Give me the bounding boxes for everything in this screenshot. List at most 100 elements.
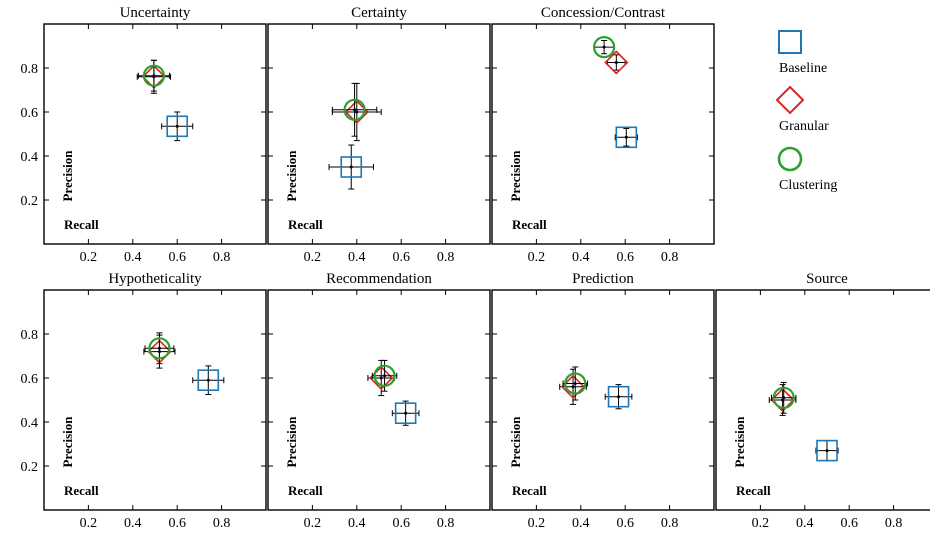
data-point-granular [604, 50, 629, 75]
center-dot [571, 385, 575, 389]
y-tick-label: 0.4 [21, 150, 39, 165]
center-dot [349, 165, 353, 169]
x-axis-label: Recall [512, 217, 547, 232]
legend-label: Clustering [779, 178, 837, 193]
x-tick-label: 0.2 [528, 250, 546, 265]
center-dot [614, 61, 618, 64]
circle-marker [148, 337, 171, 360]
square-marker [197, 369, 220, 392]
data-point-clustering [137, 59, 170, 92]
data-point-clustering [593, 35, 616, 59]
x-tick-label: 0.4 [124, 250, 142, 265]
data-point-baseline [815, 439, 839, 462]
x-tick-label: 0.6 [392, 516, 410, 531]
legend: Baseline Granular Clustering [775, 30, 837, 193]
subplot-title: Concession/Contrast [541, 5, 666, 21]
subplot-hypotheticality: Hypotheticality 0.2 0.4 0.6 0.8 0.2 0.4 0.6 0.8 R… [21, 271, 267, 531]
y-axis-label: Precision [508, 416, 523, 468]
x-tick-label: 0.2 [304, 250, 322, 265]
x-tick-label: 0.8 [437, 516, 455, 531]
y-tick-label: 0.6 [21, 372, 39, 387]
diamond-marker [604, 50, 629, 75]
y-tick-label: 0.6 [21, 106, 39, 121]
x-tick-label: 0.4 [796, 516, 814, 531]
plot-frame [267, 289, 491, 511]
center-dot [573, 382, 577, 385]
x-tick-label: 0.8 [885, 516, 903, 531]
x-tick-label: 0.4 [572, 516, 590, 531]
legend-diamond-marker [775, 85, 805, 115]
circle-marker [142, 64, 165, 87]
data-point-clustering [771, 381, 797, 414]
data-point-baseline [192, 365, 225, 395]
data-point-baseline [604, 384, 633, 410]
data-point-baseline [328, 144, 374, 190]
data-point-baseline [391, 400, 420, 426]
subplot-recommendation: Recommendation 0.2 0.4 0.6 0.8 Recall Precisio… [267, 271, 491, 531]
data-point-granular [331, 82, 382, 142]
center-dot [602, 45, 606, 49]
legend-item-baseline: Baseline [778, 30, 827, 76]
x-tick-label: 0.2 [80, 516, 98, 531]
subplot-title: Uncertainty [120, 5, 191, 21]
data-point-clustering [331, 82, 378, 137]
x-tick-label: 0.4 [348, 516, 366, 531]
center-dot [157, 346, 161, 350]
square-marker [607, 385, 630, 408]
x-tick-label: 0.6 [616, 516, 634, 531]
diamond-marker [770, 387, 795, 413]
circle-marker [564, 372, 587, 395]
legend-square-marker [778, 30, 802, 54]
square-marker [166, 115, 188, 138]
subplot-concession-contrast: Concession/Contrast 0.2 0.4 0.6 0.8 Recall Pre… [491, 5, 715, 265]
y-axis-label: Precision [60, 150, 75, 202]
center-dot [404, 411, 408, 415]
center-dot [782, 396, 786, 400]
center-dot [206, 378, 210, 382]
plot-frame [491, 289, 715, 511]
x-tick-label: 0.6 [392, 250, 410, 265]
y-axis-label: Precision [284, 416, 299, 468]
x-axis-label: Recall [512, 483, 547, 498]
y-axis-label: Precision [284, 150, 299, 202]
center-dot [152, 74, 156, 78]
x-tick-label: 0.4 [348, 250, 366, 265]
square-marker [816, 439, 838, 462]
x-tick-label: 0.6 [168, 516, 186, 531]
data-point-clustering [371, 359, 398, 392]
plot-frame [43, 23, 267, 245]
x-tick-label: 0.2 [752, 516, 770, 531]
center-dot [383, 374, 387, 378]
x-tick-label: 0.4 [572, 250, 590, 265]
y-axis-label: Precision [732, 416, 747, 468]
subplot-title: Recommendation [326, 271, 432, 287]
circle-marker [772, 386, 795, 409]
center-dot [624, 135, 628, 139]
legend-item-granular: Granular [775, 85, 829, 134]
center-dot [353, 108, 357, 112]
center-dot [825, 449, 829, 453]
y-axis-label: Precision [60, 416, 75, 468]
data-point-baseline [614, 126, 638, 149]
subplot-uncertainty: Uncertainty 0.2 0.4 0.6 0.8 0.2 0.4 0.6 0.8 Recal… [21, 5, 267, 265]
legend-label: Baseline [779, 61, 827, 76]
plot-frame [491, 23, 715, 245]
x-axis-label: Recall [736, 483, 771, 498]
center-dot [175, 124, 179, 128]
legend-circle-marker [777, 146, 803, 172]
legend-item-clustering: Clustering [777, 146, 837, 193]
y-tick-label: 0.8 [21, 328, 39, 343]
x-axis-label: Recall [64, 217, 99, 232]
x-axis-label: Recall [288, 217, 323, 232]
data-point-clustering [144, 332, 175, 365]
x-tick-label: 0.8 [213, 250, 231, 265]
x-axis-label: Recall [64, 483, 99, 498]
x-tick-label: 0.2 [304, 516, 322, 531]
x-tick-label: 0.6 [168, 250, 186, 265]
x-tick-label: 0.4 [124, 516, 142, 531]
square-marker [615, 126, 638, 149]
circle-marker [593, 35, 616, 59]
circle-marker [343, 98, 366, 121]
square-marker [340, 156, 363, 178]
